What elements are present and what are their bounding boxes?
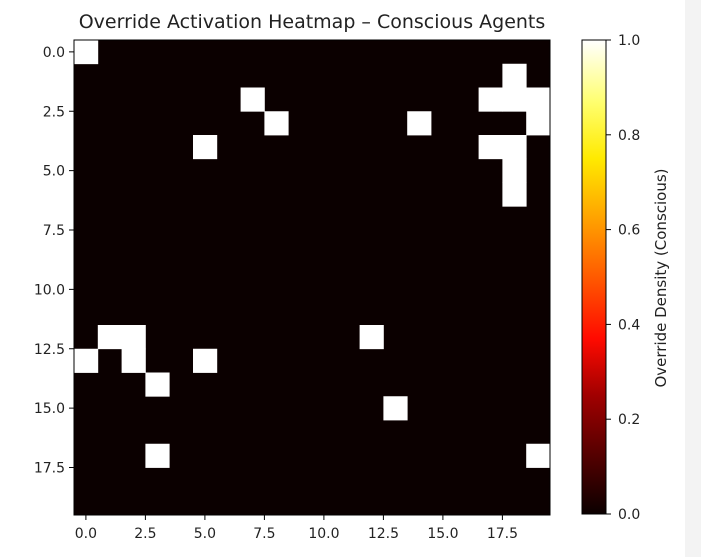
- colorbar-tick-label: 1.0: [618, 33, 640, 49]
- heatmap-background: [74, 40, 550, 515]
- x-tick-label: 5.0: [194, 526, 216, 542]
- heatmap-cell: [97, 325, 122, 350]
- heatmap-cell: [502, 182, 527, 207]
- heatmap-cell: [526, 111, 551, 136]
- x-tick-label: 0.0: [75, 526, 97, 542]
- heatmap-cell: [74, 348, 99, 373]
- heatmap-cell: [526, 87, 551, 112]
- y-tick-label: 2.5: [43, 104, 65, 120]
- heatmap-cell: [240, 87, 265, 112]
- heatmap-cell: [407, 111, 432, 136]
- heatmap-cell: [264, 111, 289, 136]
- heatmap-plot-area: [74, 40, 551, 515]
- window-edge: [685, 0, 701, 557]
- heatmap-cell: [74, 40, 99, 65]
- colorbar-tick-label: 0.6: [618, 223, 640, 239]
- y-tick-label: 7.5: [43, 223, 65, 239]
- y-tick-label: 15.0: [34, 401, 65, 417]
- x-tick-label: 12.5: [368, 526, 399, 542]
- colorbar-tick-label: 0.0: [618, 507, 640, 523]
- colorbar-tick-label: 0.8: [618, 128, 640, 144]
- heatmap-cell: [145, 372, 170, 397]
- heatmap-cell: [193, 348, 218, 373]
- plot-frame: [73, 39, 551, 516]
- heatmap-cell: [145, 443, 170, 468]
- x-tick-label: 17.5: [487, 526, 518, 542]
- y-tick-label: 17.5: [34, 461, 65, 477]
- heatmap-cell: [478, 135, 503, 160]
- heatmap-cell: [383, 396, 408, 421]
- heatmap-cell: [121, 348, 146, 373]
- x-tick-label: 7.5: [253, 526, 275, 542]
- heatmap-cell: [121, 325, 146, 350]
- heatmap-cell: [502, 63, 527, 88]
- colorbar-tick-label: 0.2: [618, 412, 640, 428]
- y-tick-label: 12.5: [34, 342, 65, 358]
- x-tick-label: 15.0: [427, 526, 458, 542]
- heatmap-cell: [502, 158, 527, 183]
- colorbar-tick-label: 0.4: [618, 317, 640, 333]
- colorbar-gradient: [581, 39, 607, 515]
- x-tick-label: 2.5: [134, 526, 156, 542]
- heatmap-cell: [359, 325, 384, 350]
- y-tick-label: 5.0: [43, 164, 65, 180]
- heatmap-cell: [478, 87, 503, 112]
- x-tick-label: 10.0: [308, 526, 339, 542]
- chart-title: Override Activation Heatmap – Conscious …: [79, 11, 546, 33]
- colorbar: 0.0 0.2 0.4 0.6 0.8 1.0: [581, 33, 640, 523]
- heatmap-cell: [526, 443, 551, 468]
- y-tick-label: 10.0: [34, 282, 65, 298]
- colorbar-label: Override Density (Conscious): [652, 168, 670, 387]
- heatmap-cell: [502, 87, 527, 112]
- y-tick-label: 0.0: [43, 45, 65, 61]
- heatmap-cell: [193, 135, 218, 160]
- heatmap-axes: 0.0 2.5 5.0 7.5 10.0 12.5 15.0 17.5 0.0 2.5 5.0 7.5…: [34, 39, 551, 542]
- heatmap-cell: [502, 135, 527, 160]
